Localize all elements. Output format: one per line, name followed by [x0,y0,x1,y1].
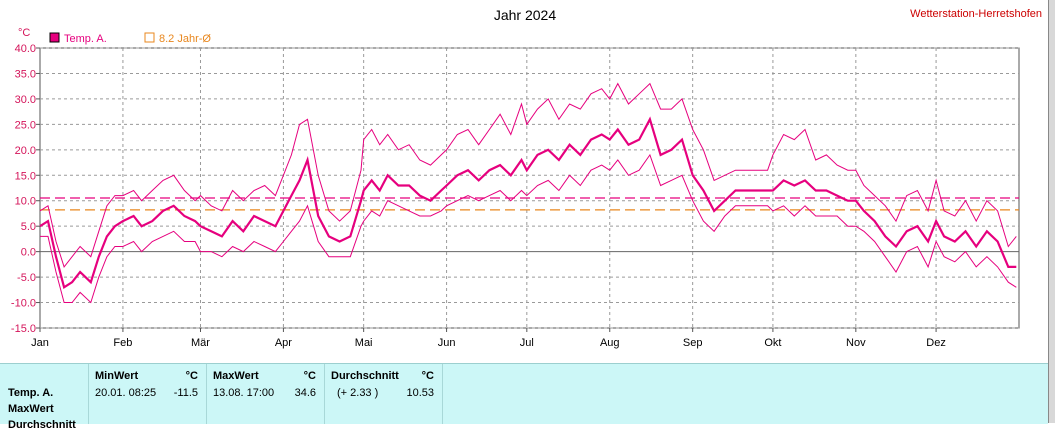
stats-min-value: -11.5 [173,387,198,399]
stats-avg-delta: (+ 2.33 ) [337,387,379,399]
x-tick-label: Apr [275,337,292,349]
x-tick-label: Jun [438,337,456,349]
series-line-daily-min [40,153,1017,304]
reference-lines [40,197,1019,211]
y-tick-label: 25.0 [15,119,36,131]
y-axis-ticks: 40.0 35.0 30.0 25.0 20.0 15.0 10.0 5.0 0.0 -5.0 -1… [11,43,40,335]
y-tick-label: 15.0 [15,170,36,182]
y-tick-label: 35.0 [15,68,36,80]
stats-max-date: 13.08. 17:00 [213,387,275,399]
window-edge-scrollbar[interactable] [1048,0,1055,423]
legend-label-temp: Temp. A. [64,33,107,45]
plot-area [39,47,1020,329]
y-unit-label: °C [18,27,30,39]
x-tick-label: Jan [31,337,49,349]
y-tick-label: 5.0 [21,221,36,233]
x-tick-label: Aug [600,337,620,349]
x-tick-label: Mär [191,337,210,349]
stats-max-value: 34.6 [294,387,316,399]
x-tick-label: Jul [520,337,534,349]
station-name: Wetterstation-Herretshofen [910,8,1042,20]
x-tick-label: Mai [355,337,373,349]
x-tick-label: Feb [113,337,132,349]
series-line-daily-max [39,82,1017,268]
stats-min-date: 20.01. 08:25 [95,387,157,399]
y-tick-label: 10.0 [15,196,36,208]
stats-avg-header: Durchschnitt [331,370,399,382]
stats-max-header: MaxWert [213,370,259,382]
x-tick-label: Sep [683,337,703,349]
statistics-table: Temp. A. MaxWert Durchschnitt MinWert °C… [0,363,1048,431]
y-tick-label: -5.0 [17,272,36,284]
stats-min-unit: °C [185,370,198,382]
series-line-daily-mean [39,116,1017,290]
y-tick-label: 40.0 [15,43,36,55]
stats-col-max: MaxWert °C 13.08. 17:00 34.6 [206,364,324,424]
stats-row-max: MaxWert [8,403,54,415]
stats-min-header: MinWert [95,370,139,382]
y-tick-label: -10.0 [11,298,36,310]
stats-col-min: MinWert °C 20.01. 08:25 -11.5 [88,364,206,424]
y-tick-label: 30.0 [15,94,36,106]
x-axis-ticks: Jan Feb Mär Apr Mai Jun Jul Aug Sep Okt Nov Dez [31,328,946,349]
y-tick-label: 20.0 [15,145,36,157]
legend-label-avg: 8.2 Jahr-Ø [159,33,211,45]
legend-swatch-temp [49,32,60,43]
stats-row-avg: Durchschnitt [8,419,76,431]
x-tick-label: Dez [926,337,946,349]
temperature-chart: Jahr 2024 Wetterstation-Herretshofen °C … [11,7,1042,349]
x-tick-label: Nov [846,337,866,349]
y-tick-label: -15.0 [11,323,36,335]
series-lines [39,82,1017,304]
y-tick-label: 0.0 [21,247,36,259]
stats-row-temp: Temp. A. [8,387,54,399]
stats-col-avg: Durchschnitt °C (+ 2.33 ) 10.53 [324,364,443,424]
legend-swatch-avg [144,32,155,43]
stats-max-unit: °C [303,370,316,382]
chart-title: Jahr 2024 [494,7,556,23]
x-tick-label: Okt [764,337,781,349]
stats-avg-unit: °C [421,370,434,382]
grid [40,47,1019,329]
stats-avg-value: 10.53 [406,387,434,399]
legend: Temp. A. 8.2 Jahr-Ø [49,32,211,45]
